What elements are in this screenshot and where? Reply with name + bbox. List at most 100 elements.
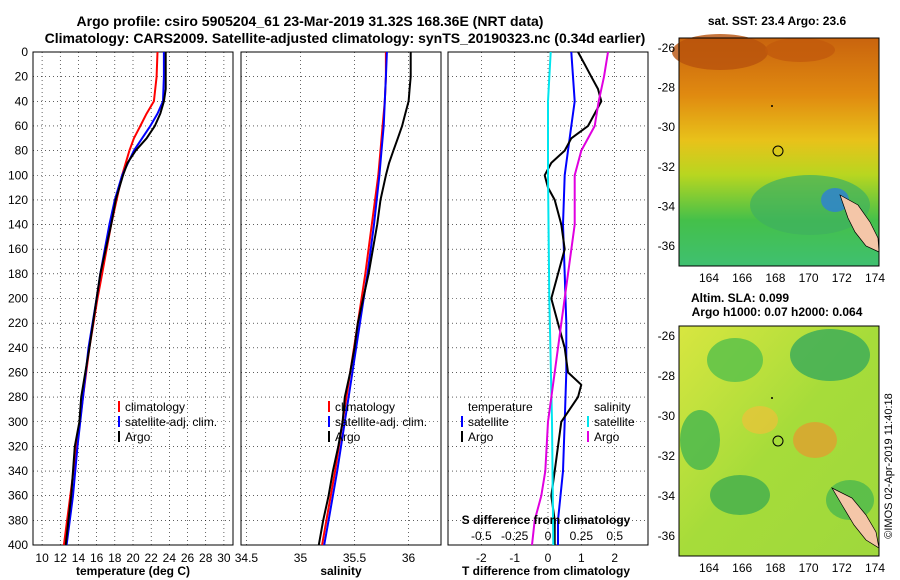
depth-tick-label: 380 xyxy=(8,513,28,527)
argo-position-marker xyxy=(772,145,784,157)
x-tick-label: 22 xyxy=(145,551,159,565)
legend-title-temperature: temperature xyxy=(468,400,533,414)
title-line-2: Climatology: CARS2009. Satellite-adjuste… xyxy=(45,30,646,46)
lat-tick-label: -30 xyxy=(658,120,676,134)
lon-tick-label: 172 xyxy=(832,271,852,285)
x-tick-label: 12 xyxy=(54,551,68,565)
lon-tick-label: 174 xyxy=(865,271,885,285)
depth-tick-label: 180 xyxy=(8,267,28,281)
legend-label-s-satellite: satellite xyxy=(594,415,635,429)
x-tick-label: 20 xyxy=(126,551,140,565)
sla-map-frame xyxy=(678,325,880,557)
sla-low-patch xyxy=(710,475,770,515)
depth-tick-label: 200 xyxy=(8,292,28,306)
depth-tick-label: 340 xyxy=(8,464,28,478)
x-tick-labels: 10 12 14 16 18 20 22 24 26 28 30 34.5 35 35.5 36 -2 -1 0 1… xyxy=(35,529,623,565)
s-tick-label: 0 xyxy=(545,529,552,543)
x-tick-label: 24 xyxy=(163,551,177,565)
sst-map-title: sat. SST: 23.4 Argo: 23.6 xyxy=(708,14,847,28)
s-tick-label: -0.5 xyxy=(471,529,492,543)
depth-tick-label: 20 xyxy=(15,70,29,84)
sla-map-title: Altim. SLA: 0.099 xyxy=(691,291,789,305)
sst-warm-patch xyxy=(672,34,768,70)
island-dot xyxy=(771,105,773,107)
depth-tick-label: 260 xyxy=(8,365,28,379)
depth-tick-label: 100 xyxy=(8,168,28,182)
lat-tick-label: -34 xyxy=(658,199,676,213)
legend-label-t-argo: Argo xyxy=(468,430,494,444)
x-tick-label: 18 xyxy=(108,551,122,565)
s-tick-label: 0.25 xyxy=(570,529,594,543)
depth-tick-label: 160 xyxy=(8,242,28,256)
lon-tick-label: 170 xyxy=(799,561,819,575)
lon-tick-label: 166 xyxy=(732,271,752,285)
lon-tick-label: 166 xyxy=(732,561,752,575)
lat-tick-label: -36 xyxy=(658,239,676,253)
s-tick-label: -0.25 xyxy=(501,529,529,543)
x-tick-label: 26 xyxy=(181,551,195,565)
lon-tick-label: 170 xyxy=(799,271,819,285)
depth-tick-label: 0 xyxy=(21,45,28,59)
depth-tick-label: 300 xyxy=(8,415,28,429)
s-tick-label: 0.5 xyxy=(606,529,623,543)
salinity-difference-axis-label: S difference from climatology xyxy=(462,513,631,527)
lat-tick-label: -26 xyxy=(658,41,676,55)
lat-tick-label: -28 xyxy=(658,369,676,383)
sst-map-tick-labels: 164 166 168 170 172 174 -26 -28 -30 -32 -34 -36 xyxy=(658,41,886,285)
legend-label-argo: Argo xyxy=(335,430,361,444)
series-layer xyxy=(62,51,609,546)
sla-high-patch xyxy=(742,406,778,434)
series-line-argo xyxy=(317,52,412,546)
legend-label-climatology: climatology xyxy=(335,400,395,414)
imos-credit: ©IMOS 02-Apr-2019 11:40:18 xyxy=(883,393,895,538)
depth-tick-label: 140 xyxy=(8,218,28,232)
depth-tick-label: 40 xyxy=(15,94,29,108)
x-tick-label: 35.5 xyxy=(343,551,367,565)
depth-tick-label: 280 xyxy=(8,390,28,404)
depth-tick-label: 60 xyxy=(15,119,29,133)
lon-tick-label: 168 xyxy=(765,561,785,575)
lon-tick-label: 168 xyxy=(765,271,785,285)
x-tick-label: 1 xyxy=(578,551,585,565)
lon-tick-label: 164 xyxy=(699,561,719,575)
depth-tick-label: 240 xyxy=(8,341,28,355)
series-line-s-argo xyxy=(531,51,609,546)
series-line-argo xyxy=(64,52,167,546)
x-tick-label: 30 xyxy=(217,551,231,565)
x-tick-label: 14 xyxy=(72,551,86,565)
title-line-1: Argo profile: csiro 5905204_61 23-Mar-20… xyxy=(77,13,544,29)
legend-title-salinity: salinity xyxy=(594,400,631,414)
series-line-s-satellite xyxy=(547,51,555,546)
series-line-satellite-adj-clim- xyxy=(323,51,388,546)
sst-map-frame xyxy=(678,37,880,267)
series-line-satellite-adj-clim- xyxy=(65,52,165,546)
sla-low-patch xyxy=(680,410,720,470)
sla-map xyxy=(678,325,880,557)
lat-tick-label: -30 xyxy=(658,409,676,423)
x-tick-label: 36 xyxy=(402,551,416,565)
lat-tick-label: -28 xyxy=(658,81,676,95)
sla-low-patch xyxy=(790,329,870,381)
difference-legend: temperature satellite Argo salinity sate… xyxy=(461,400,635,444)
sla-map-subtitle: Argo h1000: 0.07 h2000: 0.064 xyxy=(692,305,863,319)
sla-high-patch xyxy=(793,422,837,458)
sla-low-patch xyxy=(707,338,763,382)
legend-label-t-satellite: satellite xyxy=(468,415,509,429)
x-tick-label: 35 xyxy=(294,551,308,565)
lat-tick-label: -34 xyxy=(658,489,676,503)
lat-tick-label: -32 xyxy=(658,160,676,174)
depth-tick-label: 220 xyxy=(8,316,28,330)
x-tick-label: -1 xyxy=(509,551,520,565)
depth-tick-label: 360 xyxy=(8,489,28,503)
temperature-legend: climatology satellite-adj. clim. Argo xyxy=(118,400,217,444)
sst-cold-eddy xyxy=(821,188,849,212)
x-tick-label: 34.5 xyxy=(235,551,259,565)
sst-map xyxy=(672,34,880,267)
depth-tick-label: 400 xyxy=(8,538,28,552)
lat-tick-label: -32 xyxy=(658,449,676,463)
argo-position-marker xyxy=(772,435,784,447)
sst-field xyxy=(679,38,879,266)
difference-axis-label: T difference from climatology xyxy=(462,564,630,578)
legend-label-satellite: satellite-adj. clim. xyxy=(125,415,217,429)
